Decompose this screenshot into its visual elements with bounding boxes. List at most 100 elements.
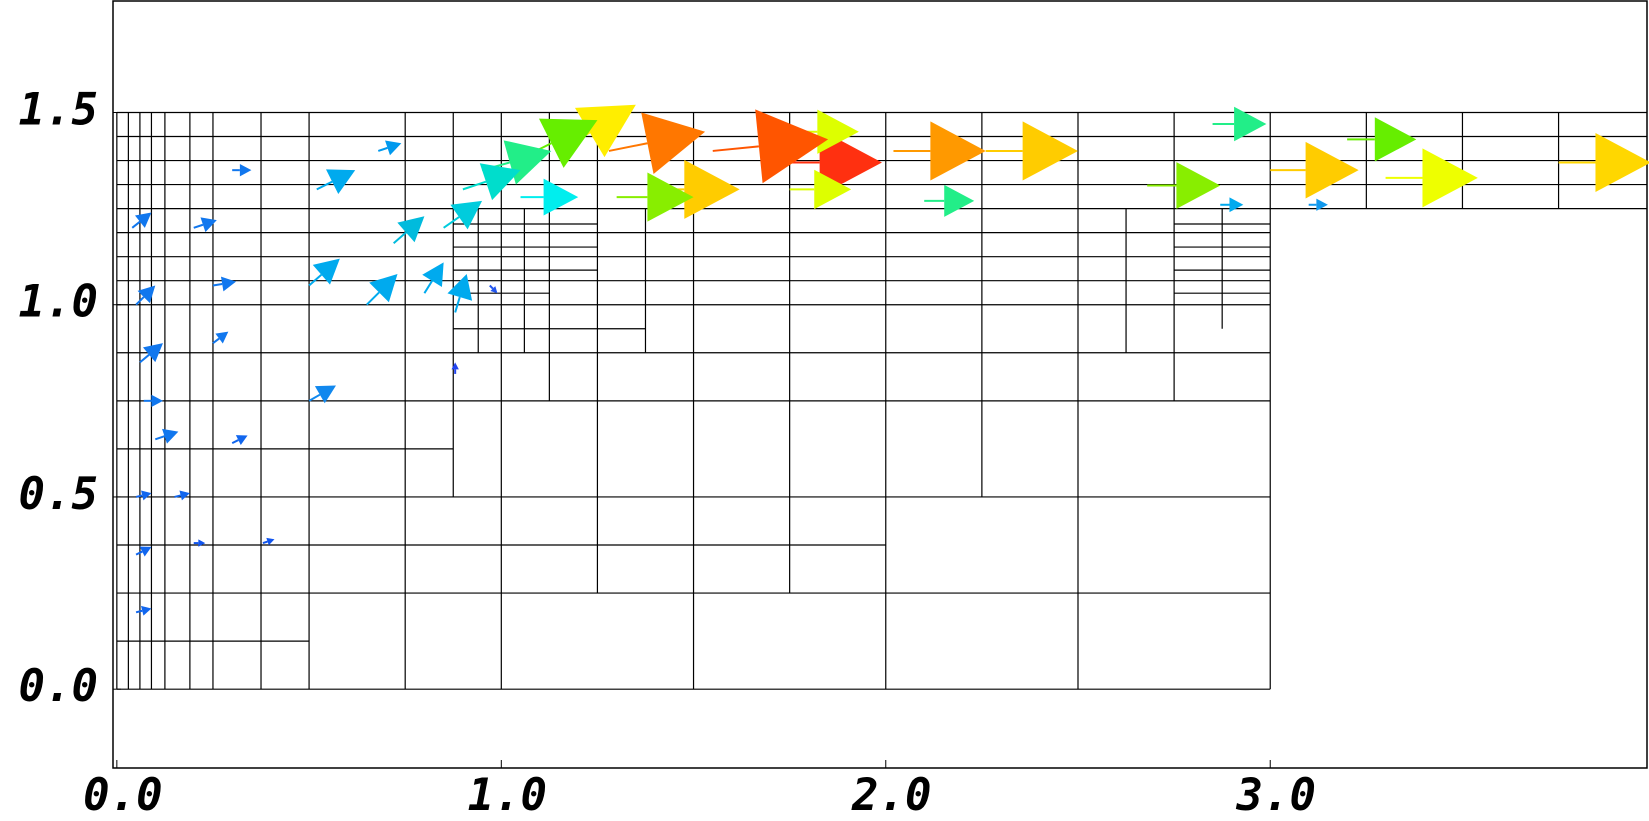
arrow-shaft <box>443 216 460 229</box>
arrow-head <box>814 169 852 210</box>
arrow-head <box>447 273 473 301</box>
arrow <box>1385 148 1478 208</box>
arrow-shaft <box>423 280 433 294</box>
arrow-shaft <box>308 393 321 402</box>
arrow-head <box>574 104 636 158</box>
arrow-shaft <box>135 550 143 556</box>
arrow-head <box>200 217 217 233</box>
arrow-shaft <box>608 142 648 152</box>
arrow <box>174 490 190 501</box>
arrow-head <box>397 216 425 243</box>
arrow <box>789 169 852 210</box>
arrow-head <box>235 435 248 445</box>
arrow <box>1347 117 1417 162</box>
arrow <box>1308 198 1328 211</box>
arrow <box>139 343 163 364</box>
arrow <box>608 112 706 175</box>
x-tick-label: 3.0 <box>1235 770 1315 821</box>
arrow-head <box>451 362 459 370</box>
arrow-head <box>1595 132 1649 193</box>
arrow-head <box>1316 198 1328 211</box>
arrow <box>232 164 252 177</box>
arrow <box>1220 197 1244 213</box>
arrow <box>985 121 1078 181</box>
arrow-head <box>1422 148 1478 208</box>
arrow-head <box>1234 106 1267 142</box>
arrow <box>135 546 152 557</box>
arrow-shaft <box>135 296 145 306</box>
arrow-shaft <box>212 282 223 287</box>
arrow <box>1147 162 1221 209</box>
arrow <box>489 284 498 294</box>
arrow-head <box>490 286 498 294</box>
arrow <box>1270 141 1359 199</box>
arrow-head <box>134 212 152 228</box>
arrow-head <box>543 178 579 216</box>
arrow <box>131 212 152 229</box>
x-tick-label: 2.0 <box>851 770 931 821</box>
arrow-shaft <box>131 220 141 229</box>
arrow <box>366 273 398 306</box>
arrow-head <box>817 109 859 154</box>
arrow <box>1558 132 1649 193</box>
arrow <box>924 184 975 217</box>
arrow <box>308 385 336 404</box>
arrow-shaft <box>135 494 143 498</box>
arrow <box>712 109 829 184</box>
arrow <box>392 216 425 244</box>
arrow <box>520 178 579 216</box>
arrow <box>193 539 206 547</box>
arrow-head <box>538 118 598 168</box>
arrow <box>212 276 237 292</box>
arrow-head <box>314 385 336 404</box>
arrow-head <box>1176 162 1221 209</box>
arrow-shaft <box>712 145 759 152</box>
arrow-head <box>647 172 694 222</box>
arrow-shaft <box>135 609 143 614</box>
arrow <box>135 605 152 616</box>
y-tick-label: 0.0 <box>19 661 98 712</box>
arrow <box>135 285 156 306</box>
arrow <box>212 331 229 344</box>
arrow <box>316 169 356 194</box>
arrow <box>154 428 179 444</box>
arrow-head <box>137 285 156 304</box>
y-tick-label: 1.0 <box>19 277 98 328</box>
arrow-head <box>1374 117 1417 162</box>
arrow-head <box>179 490 190 501</box>
arrow <box>616 172 694 222</box>
arrow-head <box>312 258 340 285</box>
arrow-head <box>325 169 356 194</box>
arrow <box>462 163 521 201</box>
arrow-head <box>930 121 986 181</box>
arrow-head <box>641 112 706 175</box>
y-tick-label: 0.5 <box>19 469 98 520</box>
arrow-head <box>140 490 152 501</box>
arrow <box>262 537 275 546</box>
arrow <box>893 121 986 181</box>
arrow-shaft <box>193 223 204 229</box>
arrow <box>231 435 248 445</box>
arrow-shaft <box>392 231 407 244</box>
arrow-shaft <box>231 439 239 445</box>
arrow-head <box>266 537 275 546</box>
arrow-head <box>450 200 483 230</box>
arrow <box>193 217 217 233</box>
arrow-head <box>819 129 882 196</box>
arrow-head <box>422 262 444 288</box>
arrow-head <box>944 184 975 217</box>
arrow <box>377 140 402 156</box>
arrow-shaft <box>489 284 494 290</box>
arrow-head <box>1022 121 1078 181</box>
arrow <box>143 394 163 407</box>
arrow <box>451 362 459 374</box>
arrow-shaft <box>462 180 487 191</box>
arrow <box>308 258 340 287</box>
arrow-head <box>139 546 152 557</box>
arrow-head <box>755 109 829 184</box>
arrow-shaft <box>308 273 323 287</box>
arrow-shaft <box>366 291 380 306</box>
arrow-shaft <box>454 296 461 313</box>
arrow-shaft <box>377 146 388 152</box>
